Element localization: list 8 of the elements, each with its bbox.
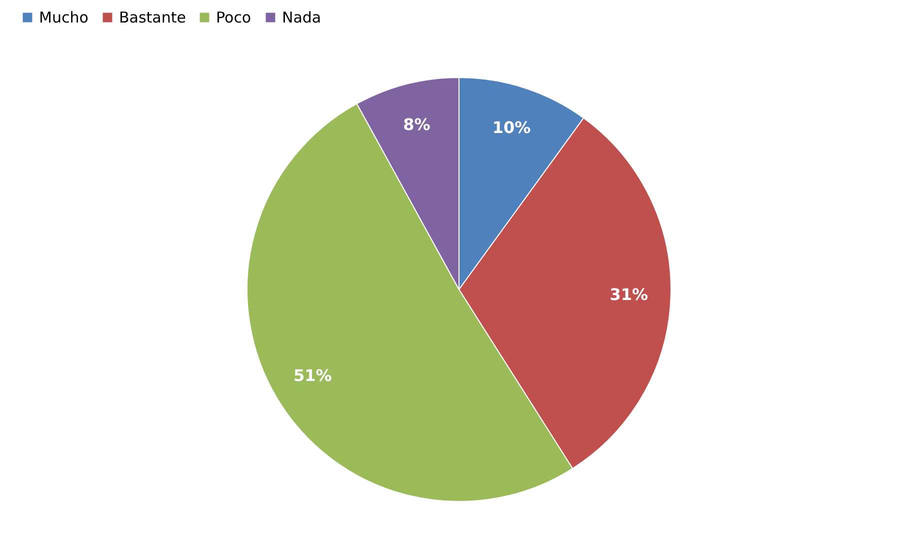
data-label: 8%: [403, 114, 430, 134]
legend-label: Bastante: [119, 8, 186, 27]
legend-label: Mucho: [39, 8, 88, 27]
data-label: 51%: [294, 366, 332, 386]
data-label: 10%: [492, 118, 531, 137]
data-label: 31%: [610, 284, 648, 304]
legend-label: Nada: [282, 8, 322, 27]
legend-label: Poco: [216, 8, 252, 27]
